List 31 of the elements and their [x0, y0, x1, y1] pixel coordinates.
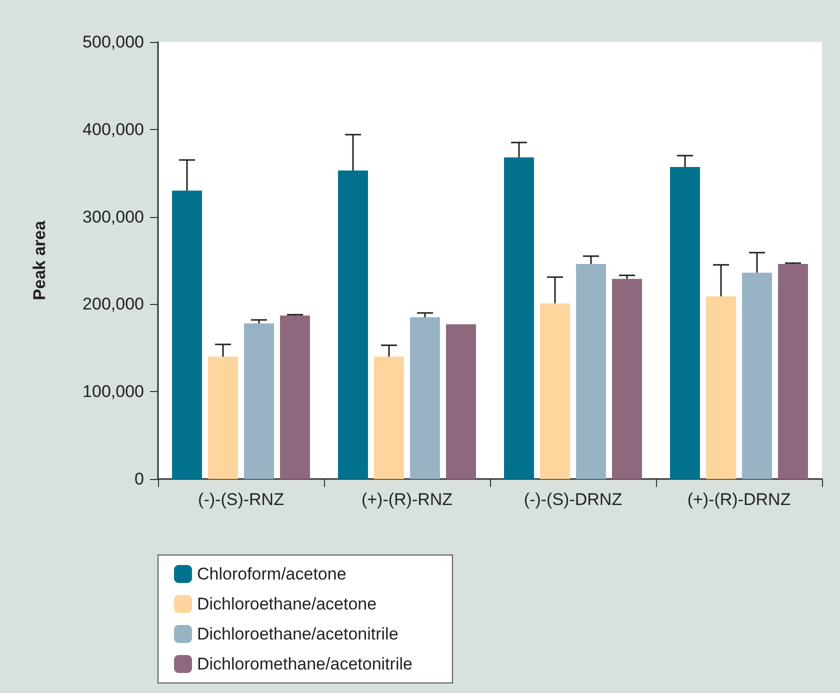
bar	[540, 303, 570, 479]
bar	[374, 356, 404, 479]
x-tick-label: (-)-(S)-DRNZ	[524, 490, 622, 509]
bar	[504, 157, 534, 479]
legend-label: Dichloroethane/acetone	[197, 594, 377, 614]
bar	[208, 356, 238, 479]
y-tick-label: 500,000	[82, 32, 144, 52]
y-tick-label: 300,000	[82, 207, 144, 226]
x-tick-label: (+)-(R)-DRNZ	[687, 490, 791, 509]
bar	[670, 166, 700, 479]
bar	[338, 170, 368, 479]
bar	[172, 190, 202, 479]
x-tick-label: (-)-(S)-RNZ	[198, 490, 284, 509]
legend-label: Chloroform/acetone	[197, 564, 346, 584]
bar	[612, 278, 642, 479]
bar	[446, 324, 476, 479]
x-tick-label: (+)-(R)-RNZ	[361, 490, 453, 509]
bar	[244, 323, 274, 479]
bar	[280, 316, 310, 479]
bar	[778, 264, 808, 479]
y-tick-label: 400,000	[82, 120, 144, 139]
y-axis-title: Peak area	[30, 220, 49, 300]
y-tick-label: 100,000	[82, 382, 144, 402]
y-tick-label: 0	[134, 470, 144, 488]
bar	[576, 264, 606, 479]
bar	[706, 296, 736, 479]
bar	[742, 272, 772, 479]
bar	[410, 317, 440, 479]
legend-label: Dichloroethane/acetonitrile	[197, 624, 398, 644]
y-tick-label: 200,000	[82, 294, 144, 314]
legend-label: Dichloromethane/acetonitrile	[197, 654, 412, 674]
